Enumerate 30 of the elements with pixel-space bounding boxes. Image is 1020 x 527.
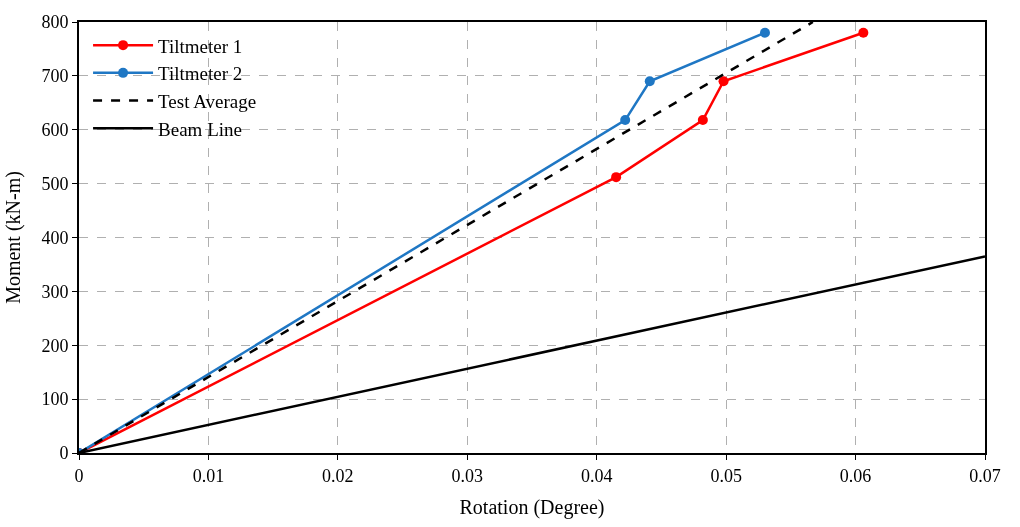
legend-label: Tiltmeter 2 <box>158 63 243 85</box>
point <box>644 76 655 87</box>
y-axis-title: Moment (kN-m) <box>2 171 26 304</box>
legend-label: Beam Line <box>158 118 242 140</box>
legend-label: Test Average <box>158 90 257 112</box>
y-tick-label: 200 <box>41 335 69 356</box>
y-tick-label: 0 <box>59 443 69 464</box>
x-tick-label: 0.06 <box>839 465 872 486</box>
x-tick-label: 0.05 <box>710 465 742 486</box>
y-tick-label: 500 <box>41 173 69 194</box>
y-tick-label: 700 <box>41 66 69 87</box>
point <box>759 27 770 38</box>
point <box>858 27 869 38</box>
point <box>718 76 729 87</box>
legend-label: Tiltmeter 1 <box>158 35 243 57</box>
x-tick-label: 0 <box>74 465 84 486</box>
x-tick-label: 0.04 <box>580 465 613 486</box>
y-tick-label: 800 <box>41 12 69 33</box>
y-tick-label: 100 <box>41 389 69 410</box>
x-tick-label: 0.01 <box>192 465 225 486</box>
y-tick-label: 600 <box>41 120 69 141</box>
y-tick-label: 300 <box>41 281 69 302</box>
y-tick-label: 400 <box>41 227 69 248</box>
x-tick-label: 0.02 <box>322 465 354 486</box>
x-tick-label: 0.03 <box>451 465 484 486</box>
point <box>611 172 622 183</box>
point <box>620 115 631 126</box>
x-axis-title: Rotation (Degree) <box>459 495 605 519</box>
point <box>697 115 708 126</box>
x-tick-label: 0.07 <box>969 465 1001 486</box>
